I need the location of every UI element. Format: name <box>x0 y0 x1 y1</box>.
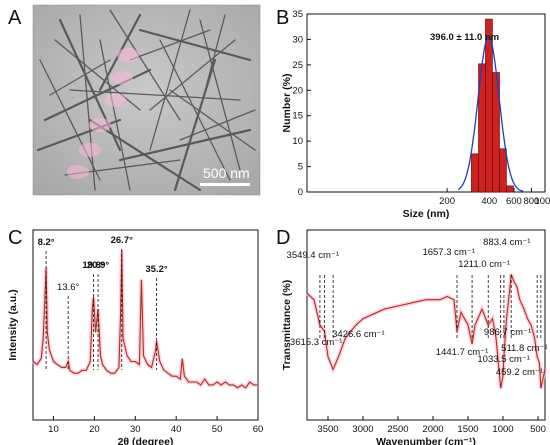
x-tick-label: 2500 <box>387 424 408 435</box>
ftir-curve <box>306 274 546 389</box>
xrd-curve <box>32 250 258 389</box>
crystal-needle <box>159 39 231 181</box>
y-axis-label: Number (%) <box>281 74 293 133</box>
y-tick-label: 5 <box>298 162 303 173</box>
y-tick-label: 0 <box>298 187 303 198</box>
crystal-needle <box>69 89 241 101</box>
crystal-needle <box>39 59 101 181</box>
x-tick-label: 3000 <box>352 424 373 435</box>
x-tick-label: 800 <box>523 196 539 207</box>
size-annotation: 396.0 ± 11.0 nm <box>430 32 499 43</box>
x-tick-label: 1000 <box>492 424 513 435</box>
crystal-needle <box>118 128 252 162</box>
crystal-needle <box>99 39 131 191</box>
x-tick-label: 2000 <box>422 424 443 435</box>
histogram-bar <box>499 148 507 193</box>
x-axis-label: 2θ (degree) <box>118 436 174 445</box>
crystal-needle <box>88 118 202 192</box>
peak-label: 459.2 cm⁻¹ <box>496 367 543 378</box>
peak-label: 13.6° <box>57 282 79 293</box>
peak-label: 35.2° <box>145 264 167 275</box>
x-tick-label: 1000 <box>534 196 550 207</box>
x-tick-label: 10 <box>48 424 59 435</box>
histogram-bar <box>485 18 493 193</box>
highlight-blob <box>67 165 89 179</box>
panel-label-c: C <box>8 227 22 249</box>
crystal-needle <box>58 18 122 152</box>
x-tick-label: 200 <box>439 196 455 207</box>
y-tick-label: 30 <box>292 34 303 45</box>
x-tick-label: 20 <box>89 424 100 435</box>
peak-label: 26.7° <box>111 235 133 246</box>
y-tick-label: 15 <box>292 111 303 122</box>
peak-label: 3426.6 cm⁻¹ <box>332 329 385 340</box>
x-tick-label: 400 <box>481 196 497 207</box>
histogram-bar <box>506 185 514 193</box>
plot-frame <box>306 229 546 421</box>
gaussian-fit-line <box>457 36 524 192</box>
x-tick-label: 30 <box>130 424 141 435</box>
peak-label: 1033.5 cm⁻¹ <box>477 354 530 365</box>
plot-frame <box>306 13 546 193</box>
peak-label: 1441.7 cm⁻¹ <box>436 347 489 358</box>
size-distribution-chart: 0 5 10 15 20 25 30 35 200 400 6008001000 396.0 ± 11… <box>281 9 550 220</box>
xrd-chart: 10 20 30 40 50 60 8.2° 13.6°19.8°20.9° 26.7° 35.2… <box>7 229 264 445</box>
panel-label-d: D <box>276 227 290 249</box>
peak-label: 1657.3 cm⁻¹ <box>422 247 475 258</box>
scale-bar <box>200 183 250 186</box>
peak-label: 19.8° <box>82 260 104 271</box>
plot-frame <box>32 229 259 421</box>
crystal-needle <box>179 109 256 141</box>
highlight-blob <box>104 93 126 107</box>
crystal-needle <box>129 29 211 61</box>
scale-bar-label: 500 nm <box>203 165 250 181</box>
x-tick-label: 60 <box>253 424 264 435</box>
peak-label: 986.7 cm⁻¹ <box>484 327 531 338</box>
x-tick-label: 50 <box>212 424 223 435</box>
ftir-chart: 3500 3000 2500 2000 1500 1000 500 3615.3 cm⁻¹ 35… <box>281 229 548 445</box>
peak-label: 511.8 cm⁻¹ <box>501 343 548 354</box>
crystal-needle <box>149 9 191 151</box>
x-tick-label: 1500 <box>457 424 478 435</box>
highlight-blob <box>117 48 139 62</box>
y-tick-label: 20 <box>292 85 303 96</box>
histogram-bar <box>471 153 479 193</box>
tem-micrograph: 500 nm <box>32 4 261 196</box>
y-axis-label: Transmittance (%) <box>281 280 293 370</box>
highlight-blob <box>79 143 101 157</box>
peak-label: 8.2° <box>38 237 55 248</box>
crystal-needle <box>169 89 256 151</box>
y-tick-label: 25 <box>292 60 303 71</box>
x-tick-label: 3500 <box>317 424 338 435</box>
y-tick-label: 35 <box>292 9 303 20</box>
x-axis-label: Wavenumber (cm⁻¹) <box>376 436 476 445</box>
crystal-needle <box>149 39 236 111</box>
peak-label: 3615.3 cm⁻¹ <box>290 337 343 348</box>
crystal-needle <box>54 39 141 111</box>
crystal-needle <box>109 9 181 121</box>
panel-label-a: A <box>8 7 22 29</box>
x-tick-label: 40 <box>171 424 182 435</box>
x-tick-label: 600 <box>506 196 522 207</box>
panel-label-b: B <box>276 7 289 29</box>
peak-label: 1211.0 cm⁻¹ <box>458 259 510 270</box>
highlight-blob <box>111 71 133 85</box>
x-tick-label: 500 <box>530 424 546 435</box>
crystal-needle <box>199 19 241 171</box>
crystal-needle <box>199 14 226 111</box>
highlight-blob <box>89 118 111 132</box>
crystal-needle <box>79 14 96 191</box>
y-axis-label: Intensity (a.u.) <box>7 289 19 360</box>
crystal-needle <box>138 28 252 62</box>
peak-label: 20.9° <box>87 260 109 271</box>
x-axis-label: Size (nm) <box>403 208 450 220</box>
crystal-needle <box>173 58 217 192</box>
crystal-needle <box>49 59 111 96</box>
y-tick-label: 10 <box>292 136 303 147</box>
peak-label: 3549.4 cm⁻¹ <box>287 250 340 261</box>
peak-label: 883.4 cm⁻¹ <box>483 237 530 248</box>
